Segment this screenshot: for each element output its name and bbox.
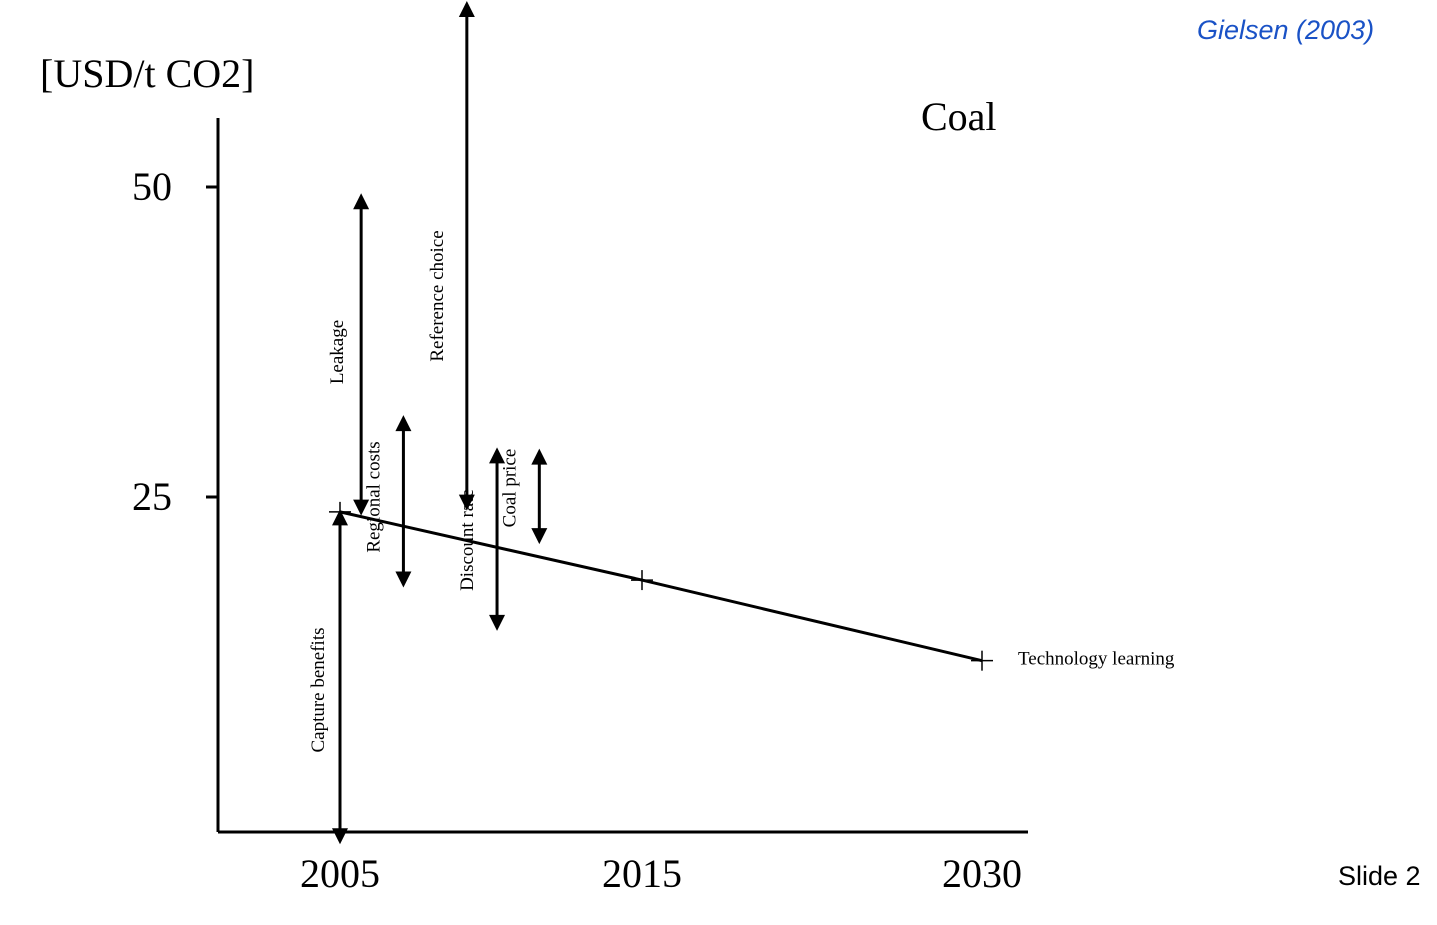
- range-coal-price: Coal price: [499, 448, 548, 545]
- range-head-top-discount-rate: [489, 447, 506, 464]
- range-label-regional-costs: Regional costs: [363, 441, 384, 552]
- x-axis-labels: 2005 2015 2030: [300, 851, 1022, 896]
- uncertainty-ranges: Capture benefits Leakage Regional costs Ref…: [308, 1, 548, 845]
- series-point-2005: [329, 501, 351, 522]
- range-head-bottom-leakage: [353, 499, 370, 516]
- range-label-capture-benefits: Capture benefits: [308, 627, 329, 752]
- chart-title: Coal: [921, 94, 997, 139]
- citation-text: Gielsen (2003): [1197, 15, 1374, 45]
- x-tick-label-2005: 2005: [300, 851, 380, 896]
- range-head-bottom-reference-choice: [458, 494, 475, 511]
- range-head-top-leakage: [353, 193, 370, 210]
- series-label-technology-learning: Technology learning: [1018, 649, 1175, 670]
- series-point-2015: [631, 570, 653, 591]
- range-head-top-coal-price: [531, 448, 548, 465]
- series-line-technology-learning: [339, 510, 983, 663]
- y-axis-unit-label: [USD/t CO2]: [40, 51, 254, 96]
- range-label-coal-price: Coal price: [499, 449, 520, 528]
- slide-number-label: Slide 2: [1338, 861, 1421, 891]
- range-head-top-reference-choice: [458, 1, 475, 17]
- range-leakage: Leakage: [327, 193, 370, 516]
- y-axis-ticks: 25 50: [132, 164, 218, 519]
- range-regional-costs: Regional costs: [363, 415, 412, 588]
- range-label-reference-choice: Reference choice: [427, 230, 448, 361]
- x-tick-label-2030: 2030: [942, 851, 1022, 896]
- range-label-leakage: Leakage: [327, 320, 348, 384]
- range-head-top-regional-costs: [395, 415, 412, 432]
- range-reference-choice: Reference choice: [427, 1, 475, 511]
- series-point-2030: [971, 650, 993, 671]
- range-head-bottom-capture-benefits: [332, 828, 348, 845]
- range-capture-benefits: Capture benefits: [308, 509, 348, 845]
- range-head-bottom-regional-costs: [395, 571, 412, 588]
- x-tick-label-2015: 2015: [602, 851, 682, 896]
- range-head-bottom-coal-price: [531, 528, 548, 545]
- y-tick-label-50: 50: [132, 164, 172, 209]
- trend-series: Technology learning: [329, 501, 1175, 671]
- y-tick-label-25: 25: [132, 474, 172, 519]
- chart-axes: [216, 118, 1028, 834]
- range-head-bottom-discount-rate: [489, 614, 506, 631]
